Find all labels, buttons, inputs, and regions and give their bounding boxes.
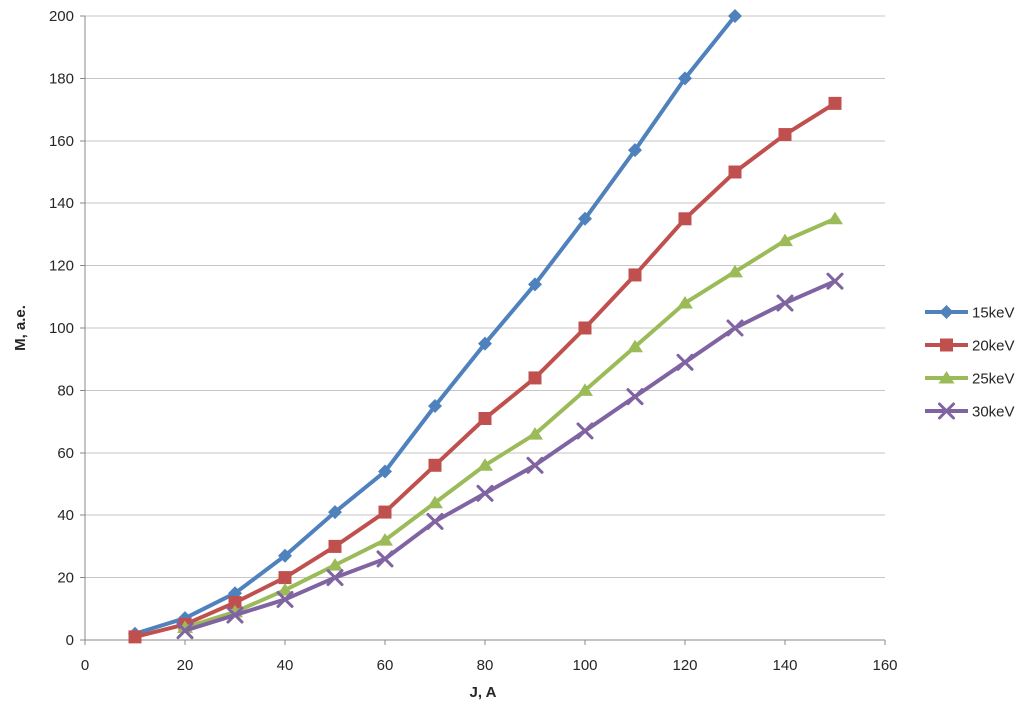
marker-x-30keV	[776, 294, 794, 312]
y-tick-label: 140	[49, 195, 74, 212]
marker-square-20keV	[678, 212, 692, 226]
x-tick-label: 160	[872, 657, 897, 674]
marker-triangle-25keV	[627, 339, 643, 353]
data-series	[128, 9, 844, 644]
y-tick-label: 120	[49, 258, 74, 275]
y-tick-label: 100	[49, 320, 74, 337]
marker-diamond-15keV	[328, 505, 342, 520]
marker-square-20keV	[378, 505, 392, 519]
legend-marker-triangle	[938, 371, 955, 384]
marker-diamond-15keV	[478, 336, 492, 351]
marker-square-20keV	[228, 596, 242, 610]
marker-triangle-25keV	[827, 211, 843, 225]
series-20keV	[128, 96, 842, 644]
marker-x-30keV	[676, 353, 694, 371]
marker-triangle-25keV	[377, 533, 393, 546]
y-tick-label: 80	[57, 382, 74, 399]
y-tick-label: 200	[49, 8, 74, 25]
marker-triangle-25keV	[727, 264, 743, 278]
series-line-15keV	[133, 14, 737, 636]
legend-marker-x	[938, 402, 955, 420]
x-tick-label: 0	[81, 657, 89, 674]
marker-diamond-15keV	[678, 71, 692, 86]
y-tick-label: 20	[57, 570, 74, 587]
marker-diamond-15keV	[378, 464, 392, 479]
marker-diamond-15keV	[628, 143, 642, 158]
marker-x-30keV	[526, 456, 544, 474]
x-tick-label: 60	[377, 657, 394, 674]
series-25keV	[177, 211, 843, 634]
marker-x-30keV	[226, 606, 244, 624]
marker-x-30keV	[726, 319, 744, 337]
series-line-25keV	[183, 216, 837, 630]
y-tick-label: 0	[66, 632, 74, 649]
legend-label: 30keV	[972, 404, 1015, 421]
legend-label: 15keV	[972, 305, 1015, 322]
y-tick-label: 160	[49, 133, 74, 150]
series-30keV	[176, 272, 844, 640]
marker-triangle-25keV	[277, 583, 293, 596]
x-axis-title: J, A	[470, 684, 497, 701]
marker-triangle-25keV	[327, 558, 343, 571]
y-tick-label: 40	[57, 507, 74, 524]
x-tick-label: 80	[477, 657, 494, 674]
marker-x-30keV	[426, 512, 444, 530]
marker-x-30keV	[476, 484, 494, 502]
marker-diamond-15keV	[428, 399, 442, 413]
marker-square-20keV	[528, 371, 542, 385]
legend: 15keV 20keV 25keV 30keV	[925, 305, 1015, 421]
legend-marker-square	[940, 338, 953, 352]
marker-square-20keV	[578, 321, 592, 335]
y-axis-title: M, a.e.	[12, 305, 29, 351]
marker-square-20keV	[828, 96, 842, 110]
y-tick-label: 60	[57, 445, 74, 462]
marker-x-30keV	[626, 388, 644, 406]
legend-item-25keV: 25keV	[925, 371, 1015, 388]
gridlines	[85, 15, 885, 579]
marker-triangle-25keV	[527, 427, 543, 440]
x-tick-label: 20	[177, 657, 194, 674]
x-tick-label: 120	[672, 657, 697, 674]
legend-item-15keV: 15keV	[925, 305, 1015, 322]
marker-square-20keV	[128, 630, 142, 644]
marker-square-20keV	[278, 571, 292, 585]
marker-x-30keV	[326, 569, 344, 587]
x-tick-label: 100	[572, 657, 597, 674]
legend-label: 20keV	[972, 338, 1015, 355]
marker-diamond-15keV	[578, 211, 592, 226]
marker-diamond-15keV	[278, 548, 292, 563]
x-tick-label: 140	[772, 657, 797, 674]
marker-triangle-25keV	[427, 495, 443, 509]
marker-triangle-25keV	[477, 458, 493, 471]
marker-x-30keV	[576, 422, 594, 440]
marker-triangle-25keV	[677, 296, 693, 309]
marker-square-20keV	[428, 458, 442, 472]
series-line-20keV	[133, 101, 837, 639]
marker-triangle-25keV	[777, 233, 793, 247]
marker-x-30keV	[276, 590, 294, 608]
legend-item-20keV: 20keV	[925, 338, 1015, 355]
series-15keV	[128, 9, 742, 641]
axes: 0 20 40 60 80 100 120 140 160 180 200 0 20 40 60 80 100 1…	[49, 8, 898, 674]
marker-diamond-15keV	[528, 277, 542, 292]
x-tick-label: 40	[277, 657, 294, 674]
legend-label: 25keV	[972, 371, 1015, 388]
marker-x-30keV	[176, 622, 194, 640]
marker-x-30keV	[376, 550, 394, 568]
marker-diamond-15keV	[728, 9, 742, 23]
marker-square-20keV	[628, 268, 642, 282]
marker-square-20keV	[478, 411, 492, 425]
legend-item-30keV: 30keV	[925, 402, 1015, 421]
marker-square-20keV	[728, 165, 742, 179]
legend-marker-diamond	[939, 305, 954, 319]
marker-x-30keV	[826, 272, 844, 290]
series-line-30keV	[183, 279, 837, 633]
marker-triangle-25keV	[577, 383, 593, 396]
marker-square-20keV	[328, 539, 342, 553]
marker-square-20keV	[778, 128, 792, 142]
y-tick-label: 180	[49, 70, 74, 87]
